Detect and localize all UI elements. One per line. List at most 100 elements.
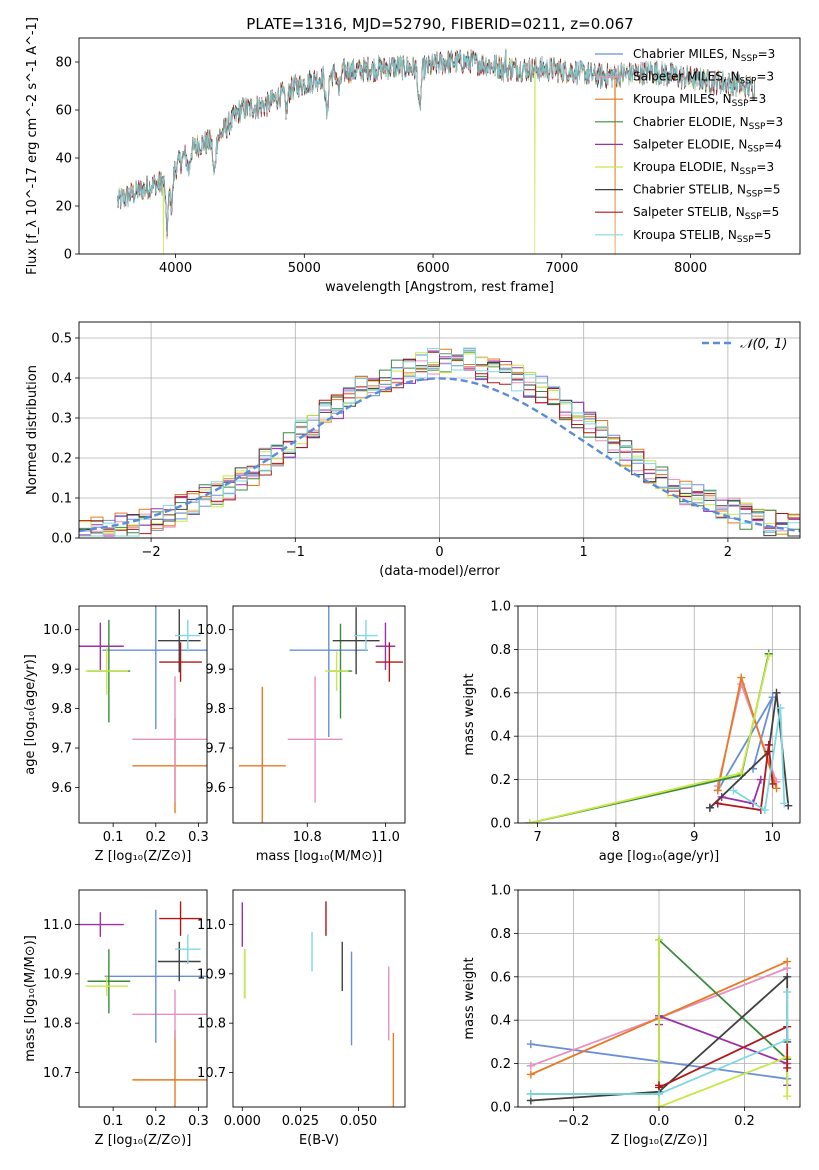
y-tick-label: 0.8	[490, 643, 511, 658]
y-tick-label: 40	[55, 152, 72, 167]
y-tick-label: 9.7	[51, 742, 72, 757]
legend-entry: Kroupa STELIB, NSSP=5	[633, 228, 771, 245]
x-axis-label: wavelength [Angstrom, rest frame]	[325, 280, 554, 295]
legend-subscript: SSP	[740, 167, 757, 177]
weight-marker	[705, 803, 714, 812]
weight-series	[529, 655, 770, 823]
axes-frame	[78, 321, 801, 539]
x-tick-label: 7	[533, 830, 541, 845]
y-tick-label: 10.8	[197, 1017, 226, 1032]
x-tick-label: 0.1	[103, 1114, 124, 1129]
data-point	[104, 909, 207, 1043]
y-tick-label: 9.7	[205, 742, 226, 757]
data-point	[87, 949, 131, 1014]
y-tick-label: 9.9	[205, 663, 226, 678]
weight-marker	[776, 703, 785, 712]
x-tick-label: 10.8	[293, 830, 322, 845]
legend-subscript: SSP	[740, 77, 757, 87]
weight-marker	[737, 769, 746, 778]
weight-marker	[526, 1089, 535, 1098]
x-tick-label: 1	[580, 545, 588, 560]
age-vs-metallicity-panel: 0.1 0.2 0.3 9.6 9.7 9.8 9.9 10.0 Z [log₁₀(Z/Z⊙)]…	[23, 605, 209, 864]
legend-label: Chabrier MILES, N	[633, 47, 741, 61]
y-tick-label: 10.8	[43, 1017, 72, 1032]
legend-label: Kroupa ELODIE, N	[633, 160, 740, 174]
y-axis-label: Normed distribution	[25, 365, 40, 495]
weight-marker	[526, 1061, 535, 1070]
residuals-panel: −2 −1 0 1 2 0.0 0.1 0.2 0.3 0.4 0.5 (data-model)/er…	[25, 321, 801, 579]
age-vs-mass-panel: 10.8 11.0 9.6 9.7 9.8 9.9 10.0 mass [log₁₀(M/M⊙…	[197, 605, 406, 864]
legend-tail: =4	[764, 137, 782, 151]
data-point	[159, 901, 202, 936]
data-point	[79, 912, 124, 937]
weight-marker	[772, 784, 781, 793]
weight-marker	[772, 688, 781, 697]
weight-marker	[764, 740, 773, 749]
weight-marker	[655, 935, 663, 944]
plot-area	[238, 606, 404, 823]
legend-subscript: SSP	[747, 144, 764, 154]
x-tick-label: 0	[435, 545, 443, 560]
legend-tail: =3	[756, 160, 774, 174]
y-tick-label: 1.0	[490, 884, 511, 899]
weight-series	[732, 707, 786, 812]
y-tick-label: 0.4	[490, 1014, 511, 1029]
legend-subscript: SSP	[737, 235, 754, 245]
data-point	[287, 676, 343, 803]
axes-frame	[232, 889, 406, 1108]
y-tick-label: 0.0	[490, 1101, 511, 1116]
legend-entry: Salpeter MILES, NSSP=3	[633, 70, 774, 87]
y-tick-label: 0.2	[490, 1057, 511, 1072]
weight-marker	[713, 799, 722, 808]
x-axis-label: age [log₁₀(age/yr)]	[599, 849, 720, 864]
y-tick-label: 80	[55, 56, 72, 71]
legend-label: Salpeter STELIB, N	[633, 205, 745, 219]
weight-series	[716, 674, 778, 791]
y-axis-label: mass weight	[462, 957, 477, 1039]
x-tick-label: −0.2	[558, 1114, 590, 1129]
x-tick-label: 8000	[674, 261, 707, 276]
weight-marker	[760, 805, 769, 814]
weight-marker	[783, 1035, 792, 1044]
x-axis-label: E(B-V)	[299, 1133, 339, 1148]
x-axis-label: Z [log₁₀(Z/Z⊙)]	[611, 1133, 708, 1148]
weight-marker	[783, 1092, 792, 1101]
weight-series	[530, 992, 789, 1095]
mass-vs-ebv-panel: 0.000 0.025 0.050 10.7 10.8 10.9 11.0 E(B-V)	[197, 889, 406, 1148]
legend-entry: Chabrier MILES, NSSP=3	[633, 47, 775, 64]
y-axis-label: mass [log₁₀(M/M⊙)]	[23, 935, 38, 1062]
y-tick-label: 0.3	[51, 412, 72, 427]
axes-frame	[78, 605, 208, 824]
plot-area	[79, 901, 207, 1107]
legend-label: Kroupa STELIB, N	[633, 228, 737, 242]
y-tick-label: 0.2	[490, 773, 511, 788]
x-tick-label: 0.3	[188, 830, 209, 845]
data-point	[132, 1030, 207, 1107]
axes-frame	[78, 889, 208, 1108]
legend-label: Chabrier STELIB, N	[633, 183, 746, 197]
y-tick-label: 0.8	[490, 927, 511, 942]
y-tick-label: 10.9	[197, 967, 226, 982]
weight-marker	[783, 957, 792, 966]
axes-frame	[517, 605, 801, 824]
x-tick-label: 6000	[417, 261, 450, 276]
spectrum-panel: 4000 5000 6000 7000 8000 0 20 40 60 80 wavelength …	[25, 17, 801, 295]
figure-title: PLATE=1316, MJD=52790, FIBERID=0211, z=0…	[246, 15, 633, 33]
data-point	[157, 941, 201, 982]
legend-label: Salpeter MILES, N	[633, 70, 740, 84]
x-axis-label: Z [log₁₀(Z/Z⊙)]	[95, 1133, 192, 1148]
weight-marker	[655, 1089, 663, 1098]
data-point	[85, 647, 129, 695]
normal-curve	[79, 377, 800, 533]
x-tick-label: 2	[724, 545, 732, 560]
plot-area	[79, 347, 800, 537]
x-tick-label: 8	[612, 830, 620, 845]
legend-subscript: SSP	[732, 99, 749, 109]
data-point	[159, 642, 202, 682]
plot-area	[526, 935, 792, 1107]
legend-subscript: SSP	[749, 122, 766, 132]
legend-tail: =3	[758, 47, 776, 61]
x-tick-label: 0.1	[103, 830, 124, 845]
weight-marker	[526, 1040, 535, 1049]
